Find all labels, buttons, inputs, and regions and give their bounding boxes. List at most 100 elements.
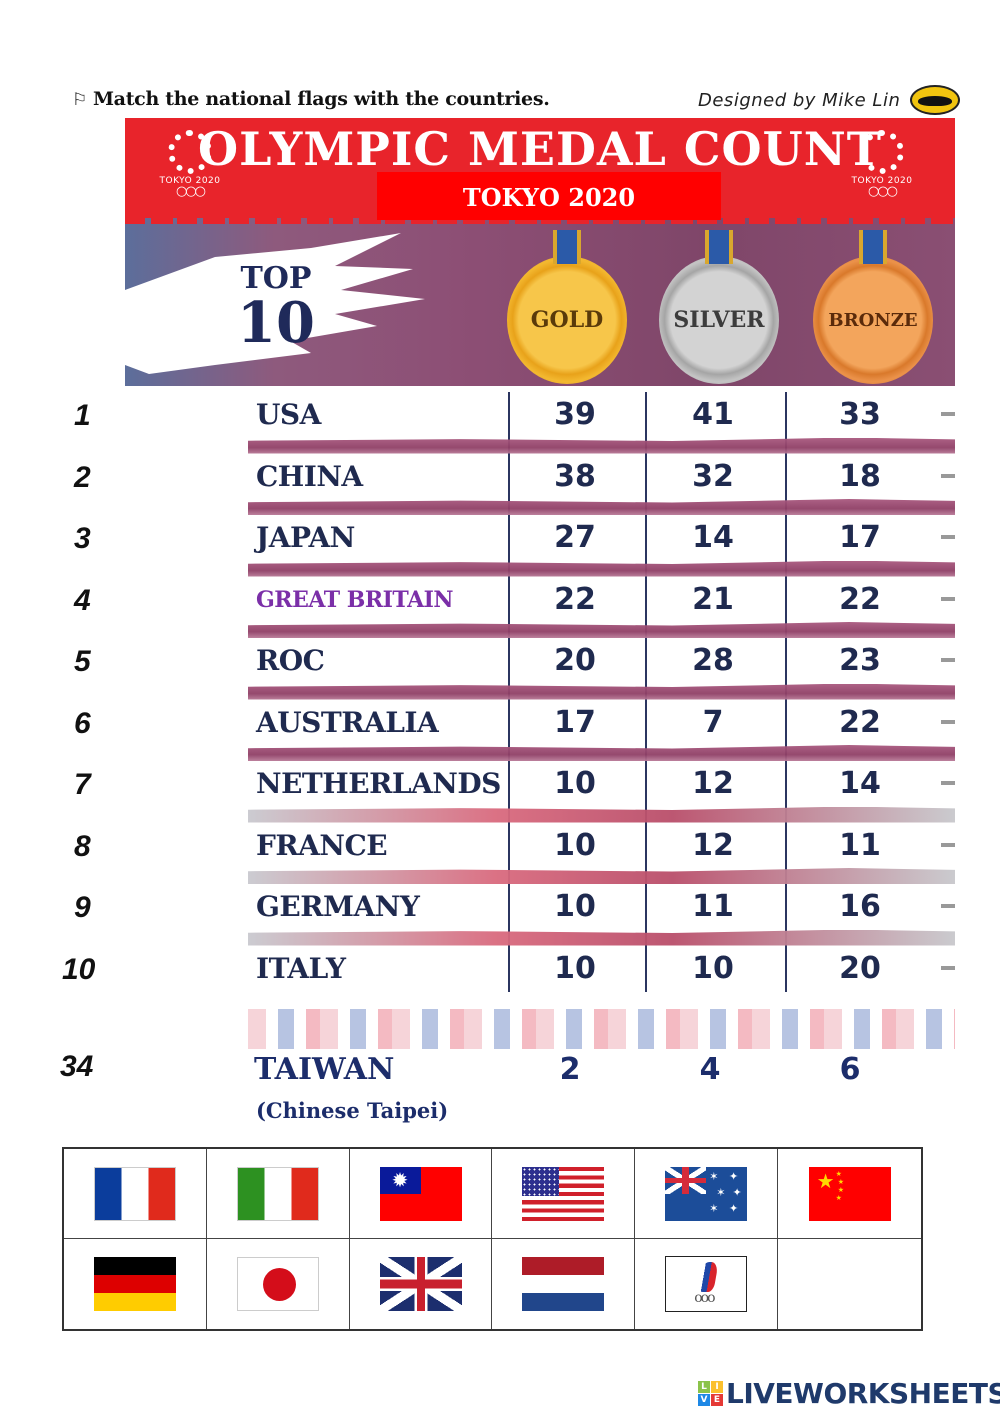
bronze-medal-icon: BRONZE — [813, 230, 933, 384]
bronze-count: 22 — [839, 704, 881, 740]
table-row: CHINA 38 32 18 — [248, 454, 955, 516]
silver-count: 14 — [692, 520, 734, 555]
silver-label: SILVER — [673, 307, 765, 333]
gold-count: 22 — [554, 581, 596, 617]
rank-column: 1 2 3 4 5 6 7 8 9 10 — [60, 393, 120, 1008]
flag-slot[interactable] — [635, 1149, 779, 1239]
gold-count: 10 — [554, 950, 596, 986]
australia-flag-icon[interactable] — [665, 1166, 748, 1221]
netherlands-flag-icon[interactable] — [522, 1257, 605, 1311]
flag-slot[interactable] — [492, 1149, 636, 1239]
silver-medal-icon: SILVER — [659, 230, 779, 384]
flag-slot[interactable] — [64, 1239, 207, 1329]
country-name: CHINA — [256, 459, 363, 493]
emblem-text: TOKYO 2020 — [159, 176, 221, 186]
great-britain-flag-icon[interactable] — [379, 1257, 462, 1311]
taiwan-rank: 34 — [60, 1050, 94, 1083]
flag-slot[interactable] — [492, 1239, 636, 1329]
table-row: ROC 20 28 23 — [248, 638, 955, 700]
silver-count: 10 — [692, 950, 734, 986]
medal-ribbon — [553, 230, 581, 264]
tokyo-subtitle-box: TOKYO 2020 — [377, 172, 721, 220]
bronze-count: 11 — [839, 827, 881, 863]
bronze-count: 22 — [839, 581, 881, 617]
country-name: AUSTRALIA — [256, 705, 439, 739]
silver-count: 28 — [692, 643, 734, 678]
bronze-count: 20 — [839, 950, 881, 986]
tokyo-emblem-left-icon: TOKYO 2020 ○○○ — [155, 130, 225, 210]
top-10-label: TOP 10 — [237, 264, 315, 356]
bronze-count: 14 — [839, 766, 881, 801]
instruction-text: ⚐ Match the national flags with the count… — [72, 88, 550, 110]
emblem-ring — [168, 130, 212, 174]
edge-decoration — [941, 965, 955, 970]
italy-flag-icon[interactable] — [236, 1166, 319, 1221]
france-flag-icon[interactable] — [93, 1166, 176, 1221]
silver-count: 12 — [692, 827, 734, 863]
edge-decoration — [941, 904, 955, 908]
table-row: JAPAN 27 14 17 — [248, 515, 955, 577]
edge-decoration — [941, 596, 955, 601]
tile-l: L — [698, 1381, 710, 1393]
silver-count: 12 — [692, 766, 734, 801]
silver-count: 11 — [692, 889, 734, 924]
flag-slot[interactable] — [349, 1149, 493, 1239]
tile-e: E — [711, 1394, 723, 1406]
taiwan-country-name: TAIWAN — [254, 1052, 395, 1087]
country-name: GERMANY — [256, 890, 420, 923]
olympic-rings-icon: ○○○ — [867, 184, 898, 199]
medal-count-banner: OLYMPIC MEDAL COUNT TOKYO 2020 TOKYO 202… — [125, 118, 955, 386]
empty-flag-slot[interactable] — [778, 1239, 921, 1329]
tokyo-subtitle: TOKYO 2020 — [462, 183, 636, 212]
emblem-text: TOKYO 2020 — [851, 176, 913, 186]
bronze-count: 33 — [839, 397, 881, 432]
edge-decoration — [941, 781, 955, 785]
taiwan-country-note: (Chinese Taipei) — [256, 1098, 449, 1123]
japan-flag-icon[interactable] — [236, 1257, 319, 1311]
silver-count: 32 — [692, 458, 734, 494]
flag-slot[interactable] — [635, 1239, 779, 1329]
instruction-label: Match the national flags with the countr… — [92, 88, 550, 110]
designer-credit: Designed by Mike Lin — [698, 90, 901, 111]
brand-name: LIVEWORKSHEETS — [726, 1377, 1000, 1410]
flag-slot[interactable] — [778, 1149, 921, 1239]
liveworksheets-logo: L I V E LIVEWORKSHEETS — [698, 1377, 1000, 1410]
medal-table: USA 39 41 33 CHINA 38 32 18 JAPAN 27 14 … — [248, 392, 955, 1049]
gold-count: 10 — [554, 827, 596, 863]
edge-decoration — [941, 658, 955, 662]
gold-count: 20 — [554, 643, 596, 678]
flags-grid — [62, 1147, 923, 1331]
taiwan-gold-count: 2 — [559, 1052, 581, 1087]
flag-slot[interactable] — [350, 1239, 493, 1329]
rank-number: 10 — [62, 952, 96, 986]
edge-decoration — [941, 842, 955, 847]
olympic-rings-icon: ○○○ — [175, 184, 206, 199]
flag-slot[interactable] — [207, 1239, 350, 1329]
china-flag-icon[interactable] — [808, 1166, 891, 1221]
tokyo-emblem-right-icon: TOKYO 2020 ○○○ — [847, 130, 917, 210]
rank-number: 3 — [74, 522, 91, 555]
taiwan-silver-count: 4 — [699, 1052, 721, 1087]
emblem-ring — [860, 130, 904, 174]
taiwan-flag-icon[interactable] — [379, 1166, 462, 1221]
usa-flag-icon[interactable] — [522, 1166, 605, 1221]
rank-number: 1 — [74, 399, 91, 432]
gold-medal-icon: GOLD — [507, 230, 627, 384]
roc-flag-icon[interactable] — [665, 1256, 748, 1312]
flag-outline-icon: ⚐ — [72, 90, 87, 110]
bronze-label: BRONZE — [828, 309, 918, 331]
gold-count: 39 — [554, 397, 596, 432]
rank-number: 8 — [74, 829, 91, 863]
country-name: USA — [256, 398, 321, 431]
rank-number: 9 — [74, 891, 91, 924]
top-number: 10 — [237, 290, 315, 356]
flag-slot[interactable] — [64, 1149, 207, 1239]
rank-number: 2 — [74, 460, 91, 494]
flag-slot[interactable] — [206, 1149, 350, 1239]
edge-decoration — [941, 473, 955, 478]
bronze-count: 16 — [839, 889, 881, 924]
germany-flag-icon[interactable] — [93, 1257, 176, 1311]
silver-count: 41 — [692, 397, 734, 432]
bronze-count: 23 — [839, 643, 881, 678]
batman-logo-icon — [910, 85, 960, 115]
